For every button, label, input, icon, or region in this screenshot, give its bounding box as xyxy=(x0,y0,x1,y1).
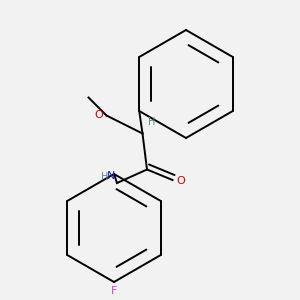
Text: F: F xyxy=(111,286,117,296)
Text: N: N xyxy=(107,171,116,181)
Text: H: H xyxy=(101,172,109,182)
Text: H: H xyxy=(148,118,155,128)
Text: O: O xyxy=(176,176,185,187)
Text: O: O xyxy=(94,110,103,121)
